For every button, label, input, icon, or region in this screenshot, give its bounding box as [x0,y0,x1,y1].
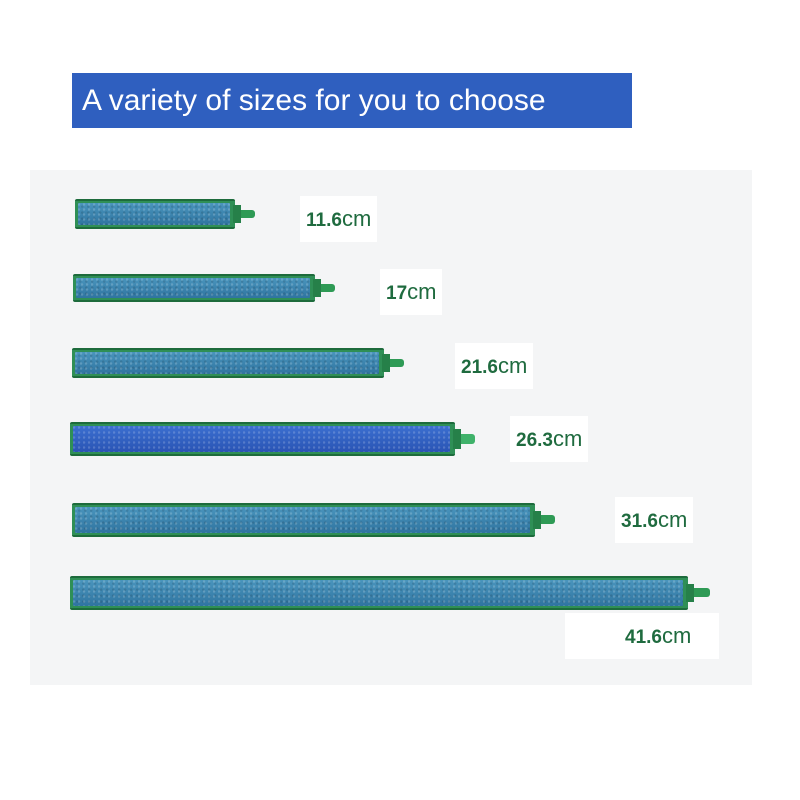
size-unit: cm [661,623,692,648]
size-unit: cm [341,206,372,231]
air-stone-21-6cm [72,348,404,378]
size-value: 31.6 [621,511,658,532]
air-stone-11-6cm [75,199,255,229]
size-unit: cm [552,426,583,451]
size-label-41-6cm: 41.6cm [565,613,720,659]
air-stone-17cm [73,274,335,302]
size-value: 41.6 [625,627,662,648]
size-value: 11.6 [306,210,342,231]
title-banner: A variety of sizes for you to choose [72,73,632,128]
size-label-26-3cm: 26.3cm [510,416,589,462]
size-label-31-6cm: 31.6cm [615,497,694,543]
size-unit: cm [407,279,437,304]
size-label-21-6cm: 21.6cm [455,343,534,389]
size-value: 21.6 [461,357,498,378]
size-label-17cm: 17cm [380,269,443,315]
size-value: 26.3 [516,430,553,451]
size-unit: cm [657,507,688,532]
air-stone-41-6cm [70,576,710,610]
size-label-11-6cm: 11.6cm [300,196,378,242]
air-stone-26-3cm [70,422,475,456]
size-value: 17 [386,283,408,304]
size-unit: cm [497,353,528,378]
air-stone-31-6cm [72,503,555,537]
